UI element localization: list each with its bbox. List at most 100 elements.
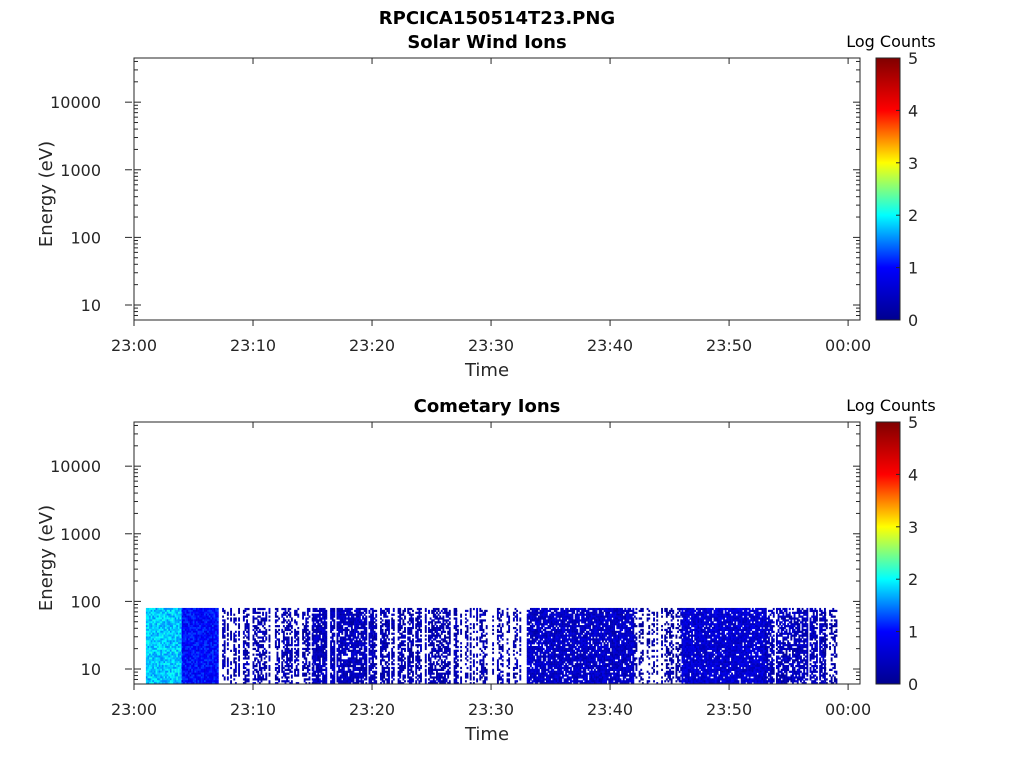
- heatmap-cell: [333, 616, 335, 618]
- heatmap-cell: [385, 614, 387, 616]
- heatmap-cell: [262, 612, 264, 614]
- heatmap-cell: [361, 640, 363, 642]
- heatmap-cell: [365, 657, 367, 659]
- heatmap-cell: [449, 663, 451, 665]
- heatmap-cell: [444, 631, 446, 633]
- heatmap-cell: [269, 636, 271, 638]
- heatmap-cell: [297, 671, 299, 673]
- heatmap-cell: [417, 619, 419, 621]
- heatmap-cell: [444, 676, 446, 678]
- heatmap-cell: [264, 640, 266, 642]
- heatmap-cell: [217, 640, 219, 642]
- heatmap-cell: [375, 614, 377, 616]
- heatmap-cell: [436, 616, 438, 618]
- heatmap-cell: [309, 616, 311, 618]
- heatmap-cell: [343, 669, 345, 671]
- heatmap-cell: [321, 619, 323, 621]
- heatmap-cell: [248, 631, 250, 633]
- heatmap-cell: [388, 627, 390, 629]
- heatmap-cell: [393, 669, 395, 671]
- heatmap-cell: [277, 619, 279, 621]
- heatmap-cell: [412, 619, 414, 621]
- heatmap-cell: [409, 612, 411, 614]
- heatmap-cell: [325, 642, 327, 644]
- heatmap-cell: [289, 661, 291, 663]
- heatmap-cell: [269, 638, 271, 640]
- x-tick-label: 23:50: [706, 336, 752, 355]
- heatmap-cell: [294, 629, 296, 631]
- heatmap-cell: [296, 667, 298, 669]
- heatmap-cell: [269, 667, 271, 669]
- heatmap-cell: [307, 650, 309, 652]
- heatmap-cell: [254, 631, 256, 633]
- heatmap-cell: [442, 617, 444, 619]
- heatmap-cell: [238, 667, 240, 669]
- heatmap-cell: [449, 640, 451, 642]
- heatmap-cell: [402, 612, 404, 614]
- panel-title: Solar Wind Ions: [407, 32, 566, 53]
- heatmap-cell: [391, 650, 393, 652]
- heatmap-cell: [409, 663, 411, 665]
- heatmap-cell: [227, 617, 229, 619]
- heatmap-cell: [441, 610, 443, 612]
- heatmap-cell: [388, 654, 390, 656]
- heatmap-cell: [362, 616, 364, 618]
- heatmap-cell: [307, 654, 309, 656]
- heatmap-cell: [275, 642, 277, 644]
- heatmap-cell: [399, 623, 401, 625]
- heatmap-cell: [269, 659, 271, 661]
- heatmap-cell: [289, 623, 291, 625]
- heatmap-cell: [415, 680, 417, 682]
- heatmap-cell: [330, 621, 332, 623]
- heatmap-cell: [230, 676, 232, 678]
- heatmap-cell: [404, 644, 406, 646]
- heatmap-cell: [235, 617, 237, 619]
- heatmap-cell: [359, 610, 361, 612]
- heatmap-cell: [313, 644, 315, 646]
- heatmap-cell: [356, 629, 358, 631]
- heatmap-cell: [388, 629, 390, 631]
- heatmap-cell: [393, 671, 395, 673]
- heatmap-cell: [353, 678, 355, 680]
- heatmap-cell: [248, 669, 250, 671]
- heatmap-cell: [302, 661, 304, 663]
- heatmap-cell: [412, 659, 414, 661]
- heatmap-cell: [412, 610, 414, 612]
- heatmap-cell: [330, 642, 332, 644]
- heatmap-cell: [217, 617, 219, 619]
- heatmap-cell: [217, 625, 219, 627]
- heatmap-cell: [309, 669, 311, 671]
- heatmap-cell: [269, 612, 271, 614]
- heatmap-cell: [325, 652, 327, 654]
- heatmap-cell: [425, 635, 427, 637]
- heatmap-cell: [388, 673, 390, 675]
- heatmap-cell: [230, 636, 232, 638]
- heatmap-cell: [372, 650, 374, 652]
- heatmap-cell: [275, 633, 277, 635]
- heatmap-cell: [309, 652, 311, 654]
- heatmap-cell: [264, 663, 266, 665]
- heatmap-cell: [369, 671, 371, 673]
- heatmap-cell: [296, 612, 298, 614]
- heatmap-cell: [351, 625, 353, 627]
- heatmap-cell: [277, 652, 279, 654]
- heatmap-cell: [388, 680, 390, 682]
- heatmap-cell: [369, 659, 371, 661]
- heatmap-cell: [340, 655, 342, 657]
- heatmap-cell: [404, 676, 406, 678]
- heatmap-cell: [417, 650, 419, 652]
- heatmap-cell: [256, 640, 258, 642]
- heatmap-cell: [333, 654, 335, 656]
- heatmap-cell: [224, 610, 226, 612]
- heatmap-cell: [238, 657, 240, 659]
- heatmap-cell: [417, 635, 419, 637]
- heatmap-cell: [269, 680, 271, 682]
- heatmap-cell: [309, 633, 311, 635]
- heatmap-cell: [439, 678, 441, 680]
- heatmap-cell: [369, 610, 371, 612]
- heatmap-cell: [269, 616, 271, 618]
- heatmap-cell: [333, 678, 335, 680]
- heatmap-cell: [278, 638, 280, 640]
- heatmap-cell: [248, 663, 250, 665]
- heatmap-cell: [304, 665, 306, 667]
